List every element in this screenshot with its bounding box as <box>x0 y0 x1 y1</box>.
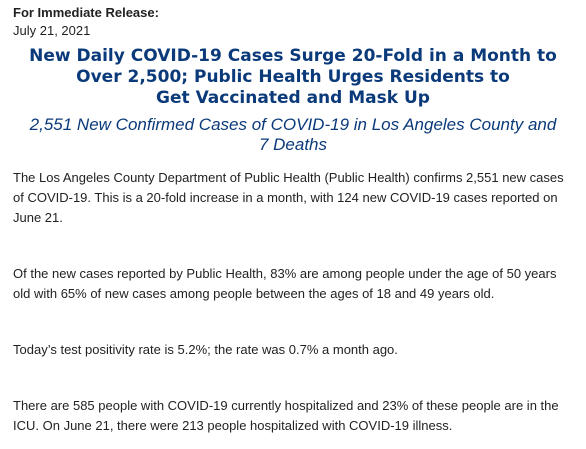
title-line: Get Vaccinated and Mask Up <box>156 88 430 108</box>
release-label: For Immediate Release: <box>13 5 159 20</box>
title-line: Over 2,500; Public Health Urges Resident… <box>76 67 510 87</box>
body: The Los Angeles County Department of Pub… <box>13 168 573 436</box>
paragraph: There are 585 people with COVID-19 curre… <box>13 398 559 433</box>
paragraph: Of the new cases reported by Public Heal… <box>13 266 557 301</box>
subtitle: 2,551 New Confirmed Cases of COVID-19 in… <box>29 115 557 154</box>
paragraph: Today’s test positivity rate is 5.2%; th… <box>13 342 398 357</box>
title-line: New Daily COVID-19 Cases Surge 20-Fold i… <box>29 46 557 66</box>
release-date: July 21, 2021 <box>13 23 91 38</box>
title: New Daily COVID-19 Cases Surge 20-Fold i… <box>13 46 573 109</box>
paragraph: The Los Angeles County Department of Pub… <box>13 170 564 225</box>
